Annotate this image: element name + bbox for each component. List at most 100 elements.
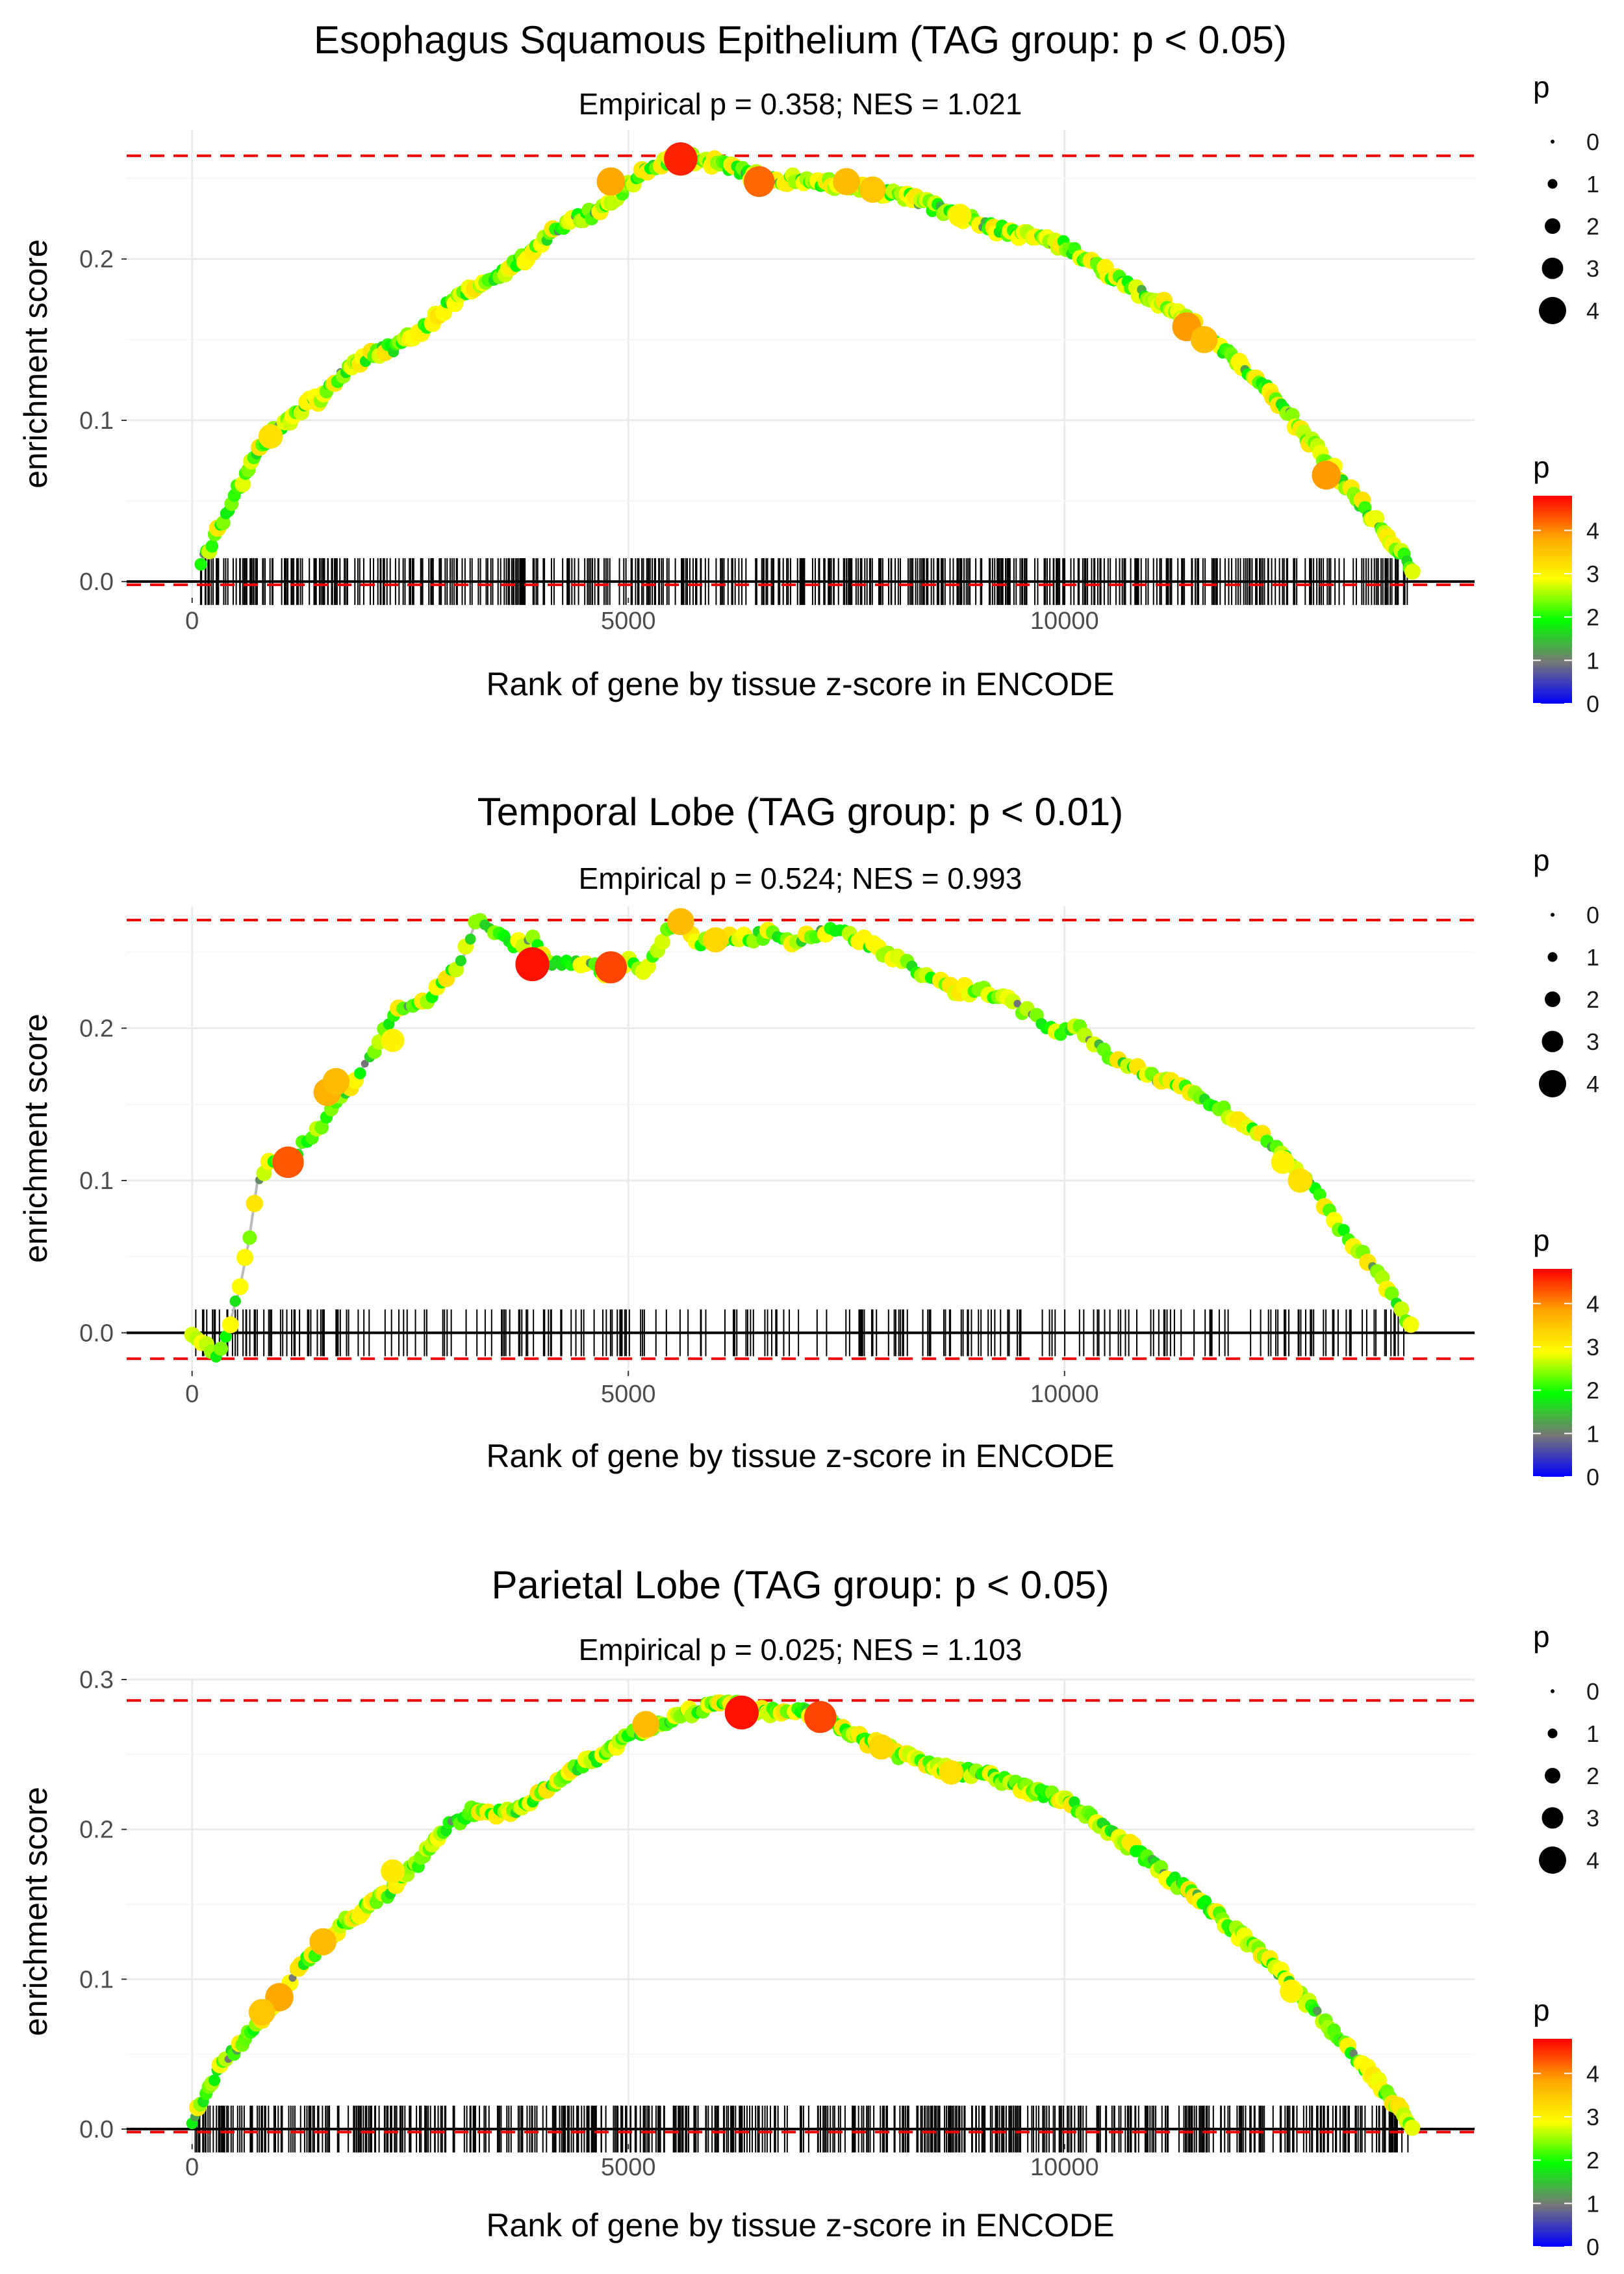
size-legend-key (1539, 297, 1566, 324)
colorbar-label: 0 (1586, 691, 1599, 717)
high-p-point (804, 1700, 837, 1733)
data-point (354, 1067, 366, 1080)
high-p-point (1271, 1150, 1295, 1174)
high-p-point (1312, 461, 1341, 490)
data-point (1013, 999, 1022, 1008)
y-tick-label: 0.0 (79, 568, 114, 596)
colorbar (1533, 1269, 1572, 1477)
colorbar-label: 3 (1586, 1334, 1599, 1361)
data-point (209, 2074, 221, 2086)
data-point (1393, 1301, 1410, 1318)
high-p-point (666, 908, 694, 936)
size-legend-label: 3 (1586, 1805, 1599, 1832)
panel-temporal-lobe: Temporal Lobe (TAG group: p < 0.01) Empi… (18, 790, 1475, 1474)
data-point (222, 1316, 239, 1334)
high-p-point (859, 176, 886, 203)
high-p-point (833, 168, 860, 196)
y-tick-label: 0.3 (79, 1667, 114, 1694)
plot-area: 0 5000 10000 0.0 0.1 0.2 (79, 130, 1475, 635)
x-tick-label: 5000 (601, 607, 656, 635)
data-point (1404, 2119, 1421, 2136)
high-p-point (1288, 1168, 1313, 1193)
high-p-point (948, 203, 972, 227)
y-tick-label: 0.1 (79, 1966, 114, 1993)
high-p-point (258, 424, 283, 449)
data-point (314, 1120, 329, 1135)
size-legend-label: 2 (1586, 213, 1599, 240)
data-point (194, 557, 207, 571)
high-p-point (724, 1695, 759, 1730)
y-tick-label: 0.1 (79, 407, 114, 435)
high-p-point (381, 1859, 405, 1884)
size-legend-label: 1 (1586, 944, 1599, 971)
data-point (361, 1060, 369, 1068)
high-p-point (515, 947, 550, 982)
colorbar (1533, 496, 1572, 704)
data-point (1384, 1286, 1399, 1301)
size-legend-key (1547, 1728, 1558, 1739)
enrichment-curve (191, 919, 1415, 1358)
data-point (1199, 1895, 1212, 1908)
high-p-point (309, 1928, 337, 1956)
colorbar-label: 0 (1586, 1464, 1599, 1490)
color-legend-title: p (1533, 1223, 1550, 1257)
colorbar-label: 1 (1586, 2190, 1599, 2217)
data-point (1367, 510, 1385, 527)
data-point (216, 515, 231, 530)
data-point (235, 476, 251, 492)
data-point (213, 1341, 229, 1356)
size-legend-label: 1 (1586, 1720, 1599, 1747)
data-point (219, 1330, 232, 1343)
high-p-point (869, 1734, 894, 1760)
y-tick-label: 0.2 (79, 1817, 114, 1844)
x-tick-label: 0 (185, 1381, 199, 1408)
colorbar (1533, 2039, 1572, 2247)
size-legend-label: 0 (1586, 1678, 1599, 1705)
legend: p 0 1 2 3 4 p 4 3 2 1 0 (1533, 843, 1599, 1490)
data-point (654, 934, 670, 950)
high-p-point (248, 1999, 275, 2026)
curve-points (184, 908, 1419, 1363)
x-tick-label: 10000 (1030, 1381, 1099, 1408)
high-p-point (743, 166, 775, 198)
size-legend-key (1545, 991, 1560, 1007)
enrichment-curve (190, 1699, 1415, 2127)
size-legend-label: 3 (1586, 255, 1599, 282)
size-legend-key (1551, 913, 1554, 917)
size-legend-key (1545, 218, 1560, 234)
data-point (242, 1230, 257, 1245)
data-point (205, 539, 219, 553)
x-tick-label: 10000 (1030, 607, 1099, 635)
curve-points (194, 142, 1421, 580)
colorbar-label: 2 (1586, 604, 1599, 631)
y-tick-label: 0.0 (79, 2116, 114, 2143)
size-legend-label: 1 (1586, 171, 1599, 198)
size-legend-key (1545, 1768, 1560, 1783)
high-p-point (1190, 326, 1218, 353)
data-point (1069, 1796, 1080, 1808)
y-axis-title: enrichment score (18, 1014, 54, 1263)
x-tick-label: 0 (185, 607, 199, 635)
size-legend-title: p (1533, 70, 1550, 104)
legend: p 0 1 2 3 4 p 4 3 2 1 0 (1533, 1620, 1599, 2260)
data-point (236, 1249, 254, 1266)
size-legend-label: 0 (1586, 129, 1599, 155)
size-legend-label: 4 (1586, 1071, 1599, 1097)
colorbar-label: 0 (1586, 2234, 1599, 2260)
x-axis-title: Rank of gene by tissue z-score in ENCODE (486, 2207, 1114, 2243)
colorbar-label: 3 (1586, 2104, 1599, 2130)
colorbar-label: 4 (1586, 517, 1599, 544)
plot-area: 0 5000 10000 0.0 0.1 0.2 0.3 (79, 1667, 1475, 2181)
data-point (1349, 2049, 1358, 2058)
y-axis-title: enrichment score (18, 239, 54, 489)
size-legend-label: 2 (1586, 986, 1599, 1013)
high-p-point (632, 1711, 659, 1739)
data-point (1313, 1188, 1326, 1201)
x-tick-label: 5000 (601, 1381, 656, 1408)
data-point (1402, 1316, 1419, 1333)
chart-subtitle: Empirical p = 0.025; NES = 1.103 (579, 1633, 1022, 1667)
size-legend-title: p (1533, 1620, 1550, 1654)
data-point (1404, 563, 1421, 580)
y-axis-title: enrichment score (18, 1787, 54, 2036)
